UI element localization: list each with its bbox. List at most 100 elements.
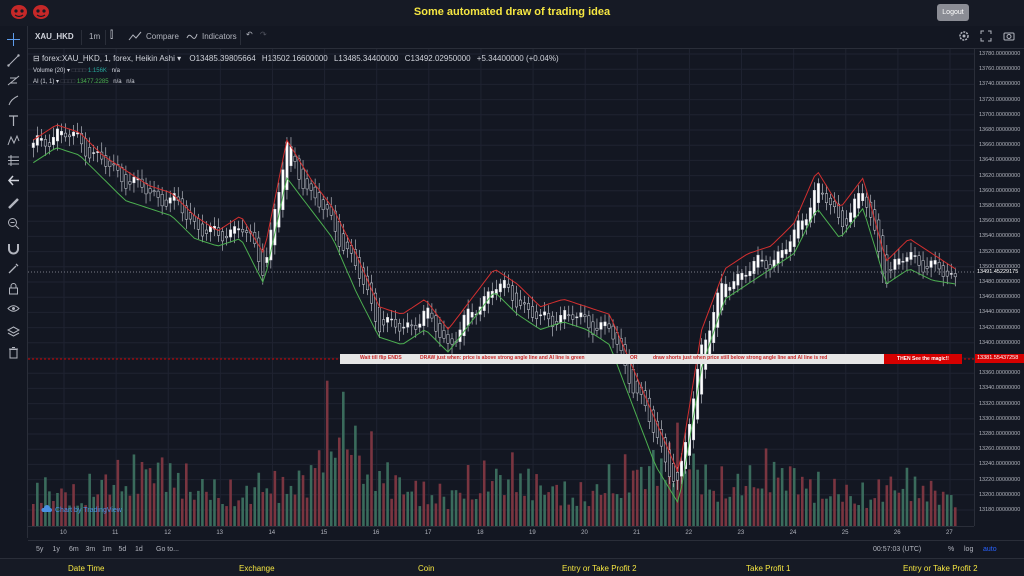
cloud-icon [40, 505, 52, 515]
candle-body [333, 210, 337, 232]
candle-body [933, 260, 937, 265]
candle-body [31, 142, 35, 148]
range-button-6m[interactable]: 6m [69, 546, 79, 553]
volume-bar [418, 506, 422, 526]
price-chart[interactable] [28, 49, 974, 526]
ai-label[interactable]: AI (1, 1) [33, 79, 55, 85]
candle-body [728, 286, 732, 291]
volume-label[interactable]: Volume (20) [33, 68, 66, 74]
volume-bar [289, 485, 293, 526]
volume-bar [309, 465, 313, 526]
auto-toggle[interactable]: auto [983, 546, 997, 553]
fullscreen-icon[interactable] [980, 30, 992, 44]
range-button-1d[interactable]: 1d [135, 546, 143, 553]
candle-body [816, 183, 820, 203]
indicators-icon[interactable] [186, 31, 198, 43]
time-label: 24 [789, 530, 797, 536]
volume-bar [800, 476, 804, 526]
prediction-icon[interactable] [6, 153, 21, 168]
arrow-left-icon[interactable] [6, 173, 21, 188]
time-label: 26 [893, 530, 901, 536]
range-button-1y[interactable]: 1y [52, 546, 60, 553]
volume-bar [350, 454, 353, 526]
candle-body [901, 261, 905, 263]
volume-bar [116, 459, 120, 526]
lock-icon[interactable] [6, 281, 21, 296]
price-tick: 13440.00000000 [979, 309, 1021, 316]
volume-bar [297, 470, 301, 526]
candle-body [925, 266, 929, 269]
volume-bar [32, 504, 35, 526]
trash-icon[interactable] [6, 345, 21, 360]
text-tool-icon[interactable] [6, 113, 21, 128]
volume-bar [124, 486, 128, 526]
compare-icon[interactable] [128, 31, 142, 43]
watermark-text: Chart by TradingView [55, 506, 122, 514]
settings-gear-icon[interactable] [958, 30, 970, 44]
undo-icon[interactable]: ↶ [246, 30, 253, 39]
candle-body [80, 133, 84, 145]
volume-bar [635, 469, 639, 526]
brush-icon[interactable] [6, 93, 21, 108]
logout-button[interactable]: Logout [937, 4, 969, 21]
indicators-button[interactable]: Indicators [202, 32, 237, 41]
goto-button[interactable]: Go to... [156, 546, 179, 553]
candle-style-icon[interactable]: ⫿ [110, 30, 114, 41]
candle-body [35, 135, 39, 146]
volume-bar [398, 477, 401, 526]
candle-body [824, 193, 828, 204]
candle-body [514, 292, 518, 308]
range-button-5d[interactable]: 5d [118, 546, 127, 553]
fib-tool-icon[interactable] [6, 73, 21, 88]
candle-body [305, 178, 309, 190]
trend-line-icon[interactable] [6, 53, 21, 68]
redo-icon[interactable]: ↷ [260, 30, 267, 39]
candle-body [607, 323, 611, 329]
range-button-3m[interactable]: 3m [85, 546, 96, 553]
candle-body [595, 327, 599, 331]
candle-body [301, 168, 305, 189]
chart-area[interactable] [28, 49, 974, 526]
utc-clock[interactable]: 00:57:03 (UTC) [873, 546, 922, 553]
time-axis[interactable]: 10 11 12 13 14 15 16 17 18 19 20 21 22 23 24 25 26 27 [28, 526, 974, 540]
volume-bar [539, 485, 542, 526]
candle-body [225, 235, 229, 239]
volume-bar [136, 493, 140, 526]
camera-icon[interactable] [1003, 30, 1015, 44]
volume-bar [720, 466, 724, 526]
tradingview-watermark[interactable]: Chart by TradingView [40, 505, 122, 515]
crosshair-icon[interactable] [6, 32, 21, 47]
candle-body [321, 199, 325, 210]
candle-body [897, 258, 901, 265]
volume-na: n/a [111, 68, 120, 74]
layers-icon[interactable] [6, 325, 21, 340]
divider [105, 30, 106, 45]
banner-text-2: DRAW just when: price is above strong an… [420, 355, 585, 361]
price-axis[interactable]: 13780.00000000 13760.00000000 13740.000000… [974, 49, 1024, 526]
log-toggle[interactable]: log [964, 546, 974, 553]
range-button-1m[interactable]: 1m [102, 546, 112, 553]
volume-bar [712, 490, 716, 526]
volume-bar [132, 454, 136, 526]
legend-collapse-icon[interactable]: ⊟ [33, 54, 40, 63]
percent-toggle[interactable]: % [948, 546, 955, 553]
pattern-icon[interactable] [6, 133, 21, 148]
interval-selector[interactable]: 1m [89, 32, 101, 41]
magnet-icon[interactable] [6, 241, 21, 256]
volume-bar [853, 503, 856, 526]
lock-drawing-icon[interactable] [6, 261, 21, 276]
volume-bar [213, 479, 216, 526]
candle-body [422, 310, 426, 326]
candle-body [72, 131, 76, 137]
eye-icon[interactable] [6, 301, 21, 316]
zoom-icon[interactable] [6, 216, 21, 231]
volume-bar [917, 498, 921, 526]
volume-bar [845, 484, 848, 526]
candle-body [804, 219, 808, 226]
divider [81, 30, 82, 45]
legend-title[interactable]: forex:XAU_HKD, 1, forex, Heikin Ashi [41, 54, 175, 63]
symbol-selector[interactable]: XAU_HKD [35, 32, 74, 41]
ruler-icon[interactable] [6, 196, 21, 211]
compare-button[interactable]: Compare [146, 32, 179, 41]
range-button-5y[interactable]: 5y [36, 546, 44, 553]
